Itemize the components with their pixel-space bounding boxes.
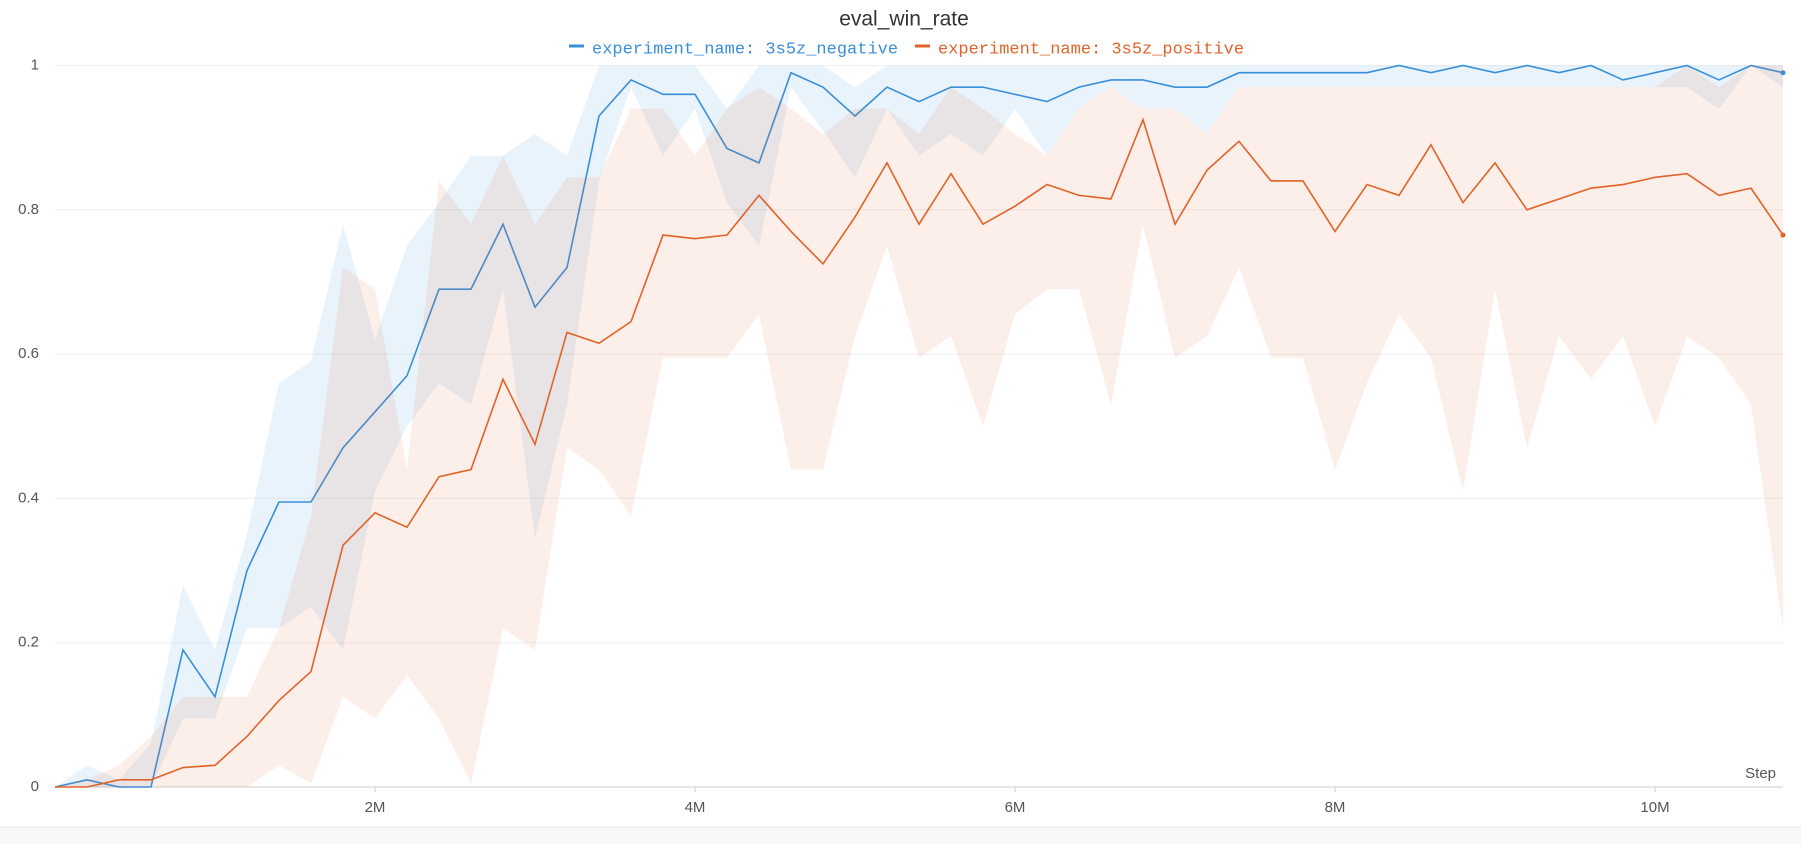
x-tick-label: 8M	[1325, 799, 1346, 816]
x-tick-label: 6M	[1005, 799, 1026, 816]
end-point	[1780, 232, 1786, 238]
y-tick-label: 0.6	[18, 345, 39, 362]
x-tick-label: 10M	[1640, 799, 1669, 816]
end-point	[1780, 70, 1786, 76]
band	[55, 65, 1783, 787]
bottom-bar	[0, 827, 1801, 844]
y-tick-label: 0.4	[18, 489, 39, 506]
band	[55, 65, 1783, 787]
legend-label: experiment_name: 3s5z_negative	[592, 40, 898, 59]
y-tick-label: 0.8	[18, 201, 39, 218]
y-tick-label: 0	[31, 778, 39, 795]
line	[55, 117, 1784, 788]
x-axis-label: Step	[1745, 765, 1776, 782]
x-tick-label: 2M	[365, 799, 386, 816]
y-tick-label: 1	[31, 56, 39, 73]
y-tick-label: 0.2	[18, 634, 39, 651]
legend-label: experiment_name: 3s5z_positive	[938, 40, 1244, 59]
chart-title: eval_win_rate	[839, 8, 969, 31]
line	[54, 64, 1784, 788]
x-tick-label: 4M	[685, 799, 706, 816]
